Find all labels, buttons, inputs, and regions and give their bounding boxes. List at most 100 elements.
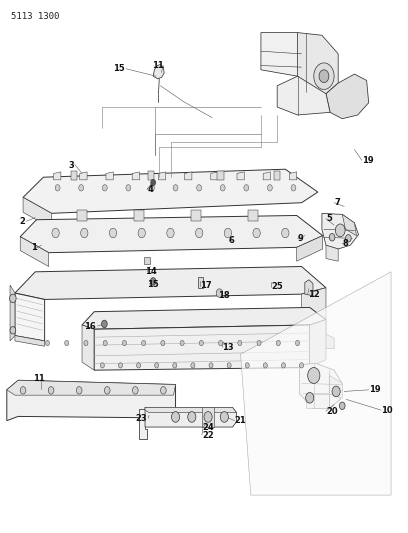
Circle shape [160, 386, 166, 394]
Circle shape [100, 363, 104, 368]
Circle shape [10, 327, 16, 334]
Circle shape [238, 341, 242, 346]
Polygon shape [94, 325, 310, 370]
Polygon shape [80, 172, 87, 180]
Polygon shape [134, 210, 144, 221]
Circle shape [142, 341, 146, 346]
Text: 5113 1300: 5113 1300 [11, 12, 59, 21]
Circle shape [332, 386, 340, 397]
Polygon shape [191, 210, 201, 221]
Circle shape [188, 411, 196, 422]
Polygon shape [15, 293, 44, 341]
Polygon shape [237, 172, 244, 180]
Polygon shape [322, 213, 359, 249]
Polygon shape [326, 74, 369, 119]
Polygon shape [145, 407, 237, 413]
Circle shape [308, 368, 320, 383]
Text: 4: 4 [147, 185, 153, 194]
Circle shape [335, 224, 345, 237]
Polygon shape [77, 210, 87, 221]
Circle shape [64, 341, 69, 346]
Circle shape [137, 363, 141, 368]
Circle shape [282, 363, 286, 368]
Text: 15: 15 [113, 64, 125, 72]
Circle shape [220, 184, 225, 191]
Text: 15: 15 [147, 279, 159, 288]
Polygon shape [198, 277, 203, 288]
Polygon shape [305, 280, 313, 296]
Circle shape [267, 184, 272, 191]
Circle shape [102, 184, 107, 191]
Circle shape [149, 184, 154, 191]
Polygon shape [153, 64, 164, 79]
Polygon shape [139, 409, 147, 439]
Text: 19: 19 [362, 156, 373, 165]
Polygon shape [145, 407, 237, 427]
Circle shape [167, 228, 174, 238]
Polygon shape [23, 197, 51, 228]
Polygon shape [261, 33, 302, 76]
Text: 19: 19 [369, 385, 380, 394]
Polygon shape [82, 308, 326, 329]
Circle shape [219, 341, 223, 346]
Polygon shape [20, 215, 323, 253]
Circle shape [138, 228, 145, 238]
Circle shape [263, 363, 267, 368]
Polygon shape [158, 172, 166, 180]
Text: 17: 17 [200, 281, 212, 290]
Polygon shape [302, 288, 326, 340]
Polygon shape [148, 171, 154, 180]
Circle shape [10, 294, 16, 303]
Text: 10: 10 [381, 406, 392, 415]
Circle shape [224, 228, 232, 238]
Polygon shape [53, 172, 61, 180]
Circle shape [173, 363, 177, 368]
Circle shape [118, 363, 122, 368]
Circle shape [282, 228, 289, 238]
Circle shape [253, 228, 260, 238]
Circle shape [197, 184, 202, 191]
Polygon shape [329, 375, 342, 398]
Text: 13: 13 [222, 343, 234, 352]
Polygon shape [241, 272, 391, 495]
Circle shape [227, 363, 231, 368]
Polygon shape [132, 172, 140, 180]
Circle shape [200, 341, 203, 346]
Circle shape [191, 363, 195, 368]
Circle shape [79, 184, 84, 191]
Polygon shape [202, 407, 214, 427]
Circle shape [295, 341, 299, 346]
Circle shape [81, 228, 88, 238]
Circle shape [209, 363, 213, 368]
Circle shape [195, 228, 203, 238]
Polygon shape [263, 172, 271, 180]
Circle shape [314, 63, 334, 90]
Polygon shape [144, 257, 150, 264]
Text: 20: 20 [326, 407, 337, 416]
Polygon shape [297, 236, 323, 261]
Circle shape [52, 228, 59, 238]
Polygon shape [20, 237, 49, 266]
Polygon shape [23, 169, 318, 213]
Circle shape [161, 341, 165, 346]
Circle shape [299, 363, 304, 368]
Circle shape [339, 402, 345, 409]
Circle shape [48, 386, 54, 394]
Circle shape [220, 411, 228, 422]
Circle shape [155, 363, 159, 368]
Circle shape [216, 289, 223, 297]
Polygon shape [248, 210, 258, 221]
Polygon shape [297, 33, 338, 94]
Circle shape [257, 341, 261, 346]
Polygon shape [274, 171, 280, 180]
Circle shape [291, 184, 296, 191]
Text: 23: 23 [135, 414, 147, 423]
Text: 11: 11 [33, 374, 45, 383]
Text: 9: 9 [297, 234, 303, 243]
Text: 25: 25 [271, 282, 283, 291]
Circle shape [204, 411, 212, 422]
Circle shape [276, 341, 280, 346]
Circle shape [346, 235, 351, 242]
Circle shape [84, 341, 88, 346]
Polygon shape [277, 76, 330, 115]
